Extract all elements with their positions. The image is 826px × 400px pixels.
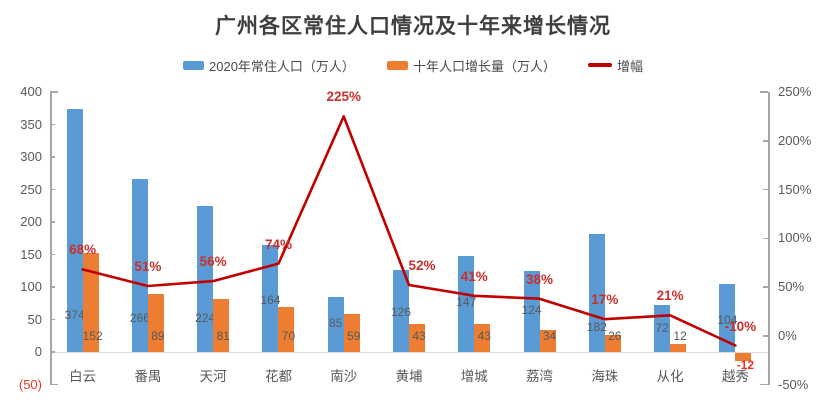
left-axis-label: 250 [20, 181, 42, 197]
label-growth-4: 59 [347, 329, 361, 343]
category-label-5: 黄埔 [395, 369, 423, 384]
label-growth-rate-5: 52% [408, 258, 436, 274]
category-label-8: 海珠 [591, 369, 619, 384]
label-growth-1: 89 [151, 329, 165, 343]
right-axis-tick [763, 237, 768, 239]
legend-swatch-growth-rate-icon [587, 63, 612, 67]
label-population-0: 374 [64, 308, 85, 322]
label-growth-0: 152 [82, 329, 103, 343]
category-label-4: 南沙 [330, 369, 358, 384]
label-growth-3: 70 [281, 329, 296, 343]
label-population-1: 266 [129, 311, 150, 325]
label-population-5: 126 [390, 305, 412, 319]
category-label-0: 白云 [69, 369, 97, 384]
left-axis-line [50, 92, 52, 385]
category-label-9: 从化 [656, 369, 684, 384]
right-axis-label: 250% [778, 84, 812, 99]
bar-population-0 [66, 108, 83, 352]
bar-population-2 [197, 206, 214, 352]
right-axis-tick [763, 140, 768, 142]
left-axis-label: 50 [27, 311, 42, 327]
right-axis-label: 150% [778, 181, 812, 197]
label-growth-6: 43 [477, 329, 491, 343]
label-growth-rate-4: 225% [326, 89, 361, 105]
label-growth-rate-8: 17% [591, 292, 619, 308]
legend-item-growth-rate: 增幅 [587, 56, 643, 75]
chart-title: 广州各区常住人口情况及十年来增长情况 [215, 15, 611, 38]
right-axis-tick [760, 91, 768, 93]
left-axis-tick [50, 383, 58, 386]
category-label-3: 花都 [264, 369, 292, 384]
right-axis-tick [763, 188, 768, 191]
right-axis-tick [763, 286, 768, 288]
right-axis-label: 0% [778, 327, 797, 343]
left-axis-tick [50, 91, 58, 93]
label-population-4: 85 [329, 316, 343, 330]
label-growth-9: 12 [673, 329, 687, 343]
legend-item-population: 2020年常住人口（万人） [183, 56, 355, 75]
bar-growth-1 [147, 294, 164, 352]
label-growth-8: 26 [608, 329, 622, 343]
label-growth-2: 81 [216, 329, 230, 343]
label-population-9: 72 [655, 321, 669, 335]
label-growth-rate-1: 51% [134, 259, 162, 275]
right-axis-label: 50% [778, 279, 805, 294]
right-axis-tick [763, 335, 768, 337]
label-growth-rate-3: 74% [264, 236, 292, 252]
left-axis-label: 200 [20, 214, 42, 229]
category-label-2: 天河 [199, 369, 227, 384]
left-axis-tick [50, 253, 55, 256]
legend-label-growth-amount: 十年人口增长量（万人） [412, 58, 556, 74]
label-growth-rate-0: 68% [69, 242, 97, 258]
label-growth-rate-6: 41% [460, 268, 488, 284]
left-axis-tick [50, 318, 55, 321]
left-axis-label: 350 [20, 116, 42, 132]
left-axis-label: 400 [20, 84, 42, 99]
right-axis-line [768, 92, 770, 385]
legend-swatch-growth-amount-icon [386, 60, 408, 70]
left-axis-tick [50, 351, 55, 353]
label-growth-rate-7: 38% [526, 271, 554, 287]
label-growth-10: -12 [736, 358, 755, 372]
chart-legend: 2020年常住人口（万人） 十年人口增长量（万人） 增幅 [0, 55, 826, 75]
category-label-6: 增城 [460, 369, 488, 384]
left-axis-label: 300 [20, 149, 42, 164]
label-population-8: 182 [586, 320, 607, 334]
legend-item-growth-amount: 十年人口增长量（万人） [386, 56, 556, 75]
right-axis-label: 100% [778, 230, 812, 246]
label-growth-5: 43 [412, 329, 426, 343]
right-axis-label: -50% [778, 376, 809, 392]
category-label-7: 荔湾 [526, 369, 554, 384]
label-growth-rate-2: 56% [199, 254, 227, 270]
legend-label-population: 2020年常住人口（万人） [209, 58, 355, 74]
left-axis-tick [50, 123, 55, 126]
left-axis-tick [50, 221, 55, 223]
legend-swatch-population-icon [183, 60, 205, 70]
label-growth-7: 34 [542, 329, 557, 343]
label-population-7: 124 [521, 303, 542, 317]
right-axis-tick [760, 383, 768, 386]
category-label-1: 番禺 [134, 369, 162, 384]
label-growth-rate-10: -10% [724, 318, 757, 334]
label-population-2: 224 [195, 311, 216, 325]
left-axis-tick [50, 156, 55, 158]
zero-baseline [50, 352, 768, 353]
bar-growth-9 [670, 344, 687, 352]
bar-growth-10 [735, 353, 752, 361]
right-axis-label: 200% [778, 132, 812, 148]
label-growth-rate-9: 21% [656, 288, 684, 304]
label-population-3: 164 [260, 293, 281, 307]
legend-label-growth-rate: 增幅 [616, 58, 643, 74]
left-axis-label: 150 [20, 246, 42, 262]
left-axis-label: (50) [18, 376, 42, 392]
left-axis-tick [50, 188, 55, 191]
label-population-6: 147 [456, 295, 477, 309]
left-axis-label: 0 [34, 344, 42, 359]
category-label-10: 越秀 [721, 369, 749, 384]
bar-growth-2 [213, 299, 230, 352]
left-axis-tick [50, 286, 55, 288]
left-axis-label: 100 [20, 279, 42, 294]
